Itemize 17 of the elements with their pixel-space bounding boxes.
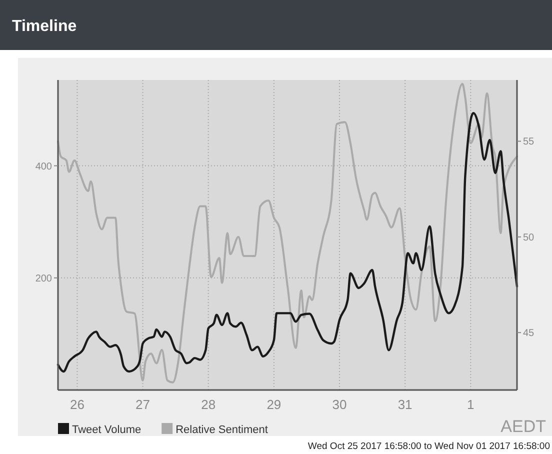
- x-tick-label: 28: [201, 397, 216, 412]
- x-tick-label: 29: [266, 397, 282, 412]
- legend-label: Relative Sentiment: [176, 424, 268, 436]
- x-tick-label: 1: [467, 397, 474, 412]
- y-tick-label: 400: [35, 161, 52, 172]
- text: AEDT: [500, 417, 546, 436]
- y2-tick-label: 50: [523, 232, 535, 244]
- x-tick-label: 30: [332, 397, 347, 412]
- x-tick-label: 27: [136, 397, 150, 412]
- y-tick-label: 200: [35, 273, 52, 284]
- y2-tick-label: 45: [523, 328, 535, 340]
- x-tick-label: 26: [70, 397, 84, 412]
- x-tick-label: 31: [398, 397, 412, 412]
- chart-title: Timeline: [12, 18, 77, 35]
- y2-tick-label: 55: [523, 136, 535, 148]
- text: Wed Oct 25 2017 16:58:00 to Wed Nov 01 2017 16:58:00: [308, 441, 550, 452]
- legend-label: Tweet Volume: [72, 424, 142, 436]
